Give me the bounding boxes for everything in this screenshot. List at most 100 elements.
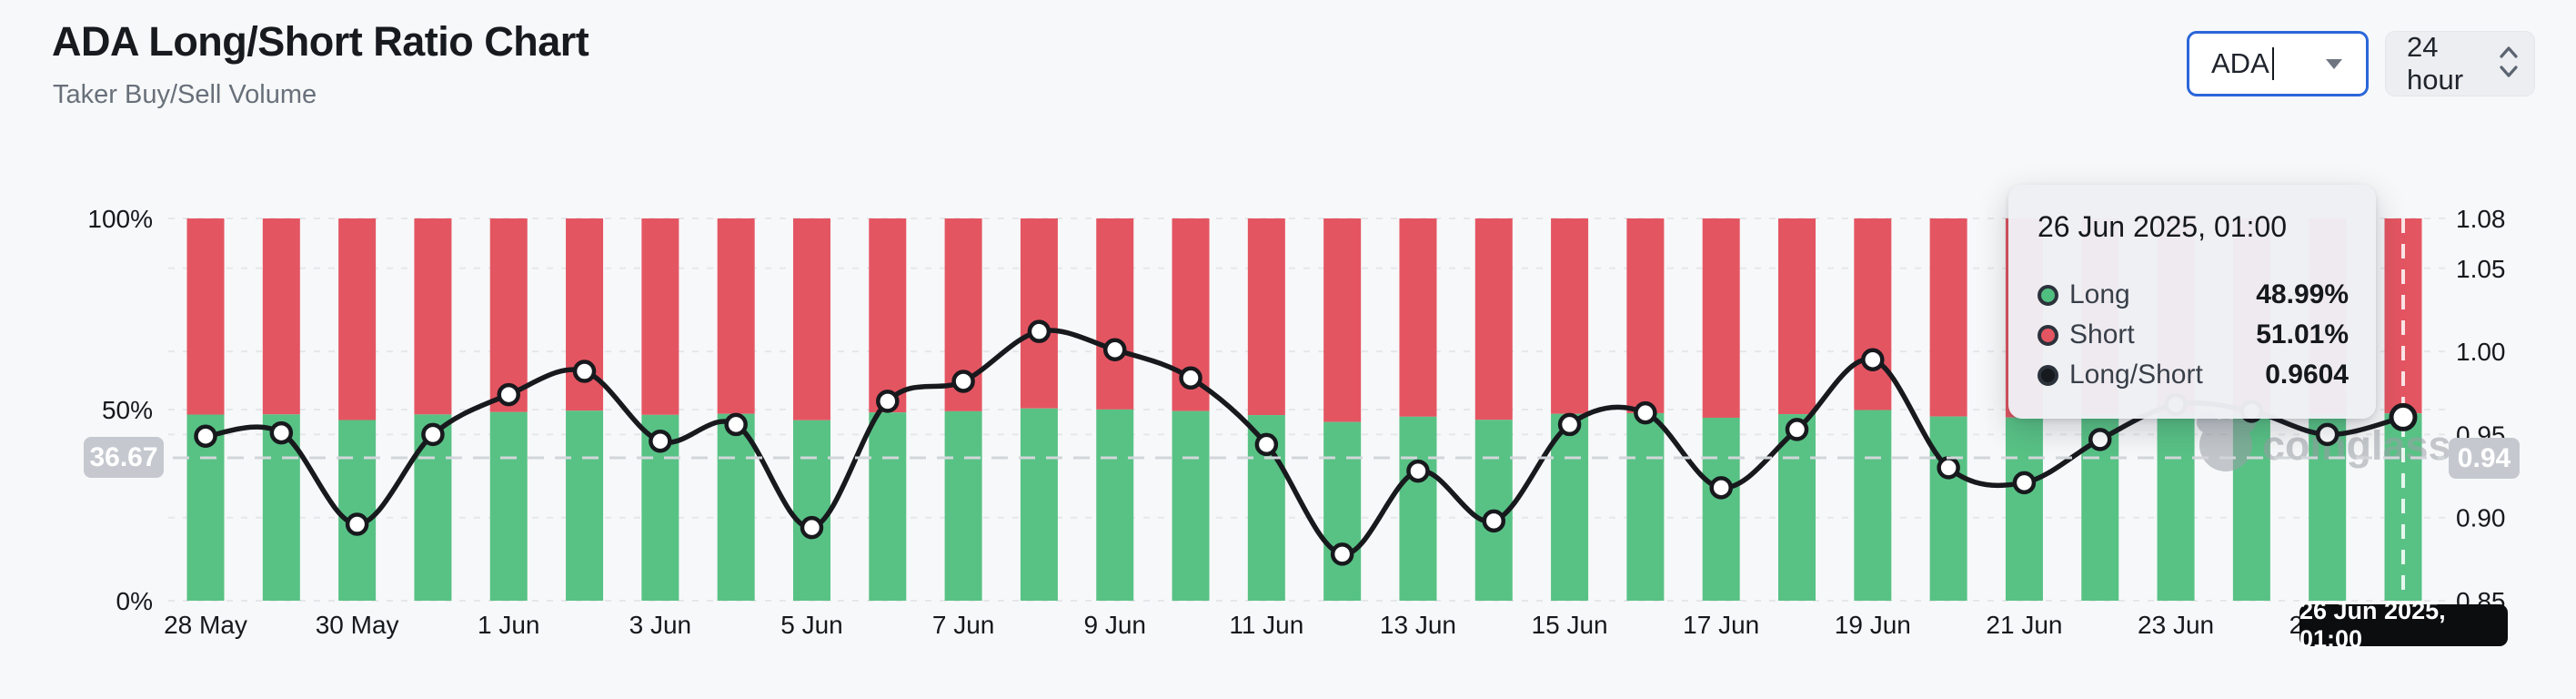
ratio-point[interactable] (951, 370, 975, 393)
ratio-point[interactable] (2012, 471, 2037, 495)
bar-short-segment[interactable] (1551, 218, 1589, 414)
x-axis-tick-label: 5 Jun (780, 611, 843, 639)
bar-long-segment[interactable] (1929, 416, 1967, 601)
bar-long-segment[interactable] (1096, 409, 1134, 601)
ratio-point[interactable] (269, 420, 294, 445)
symbol-select[interactable]: ADA (2187, 31, 2369, 96)
bar-long-segment[interactable] (944, 410, 982, 601)
ratio-point[interactable] (649, 429, 672, 453)
up-down-chevrons-icon (2498, 44, 2520, 85)
bar-short-segment[interactable] (1323, 218, 1362, 422)
crosshair-left-value-badge: 36.67 (84, 437, 164, 478)
ratio-point[interactable] (572, 360, 597, 383)
bar-short-segment[interactable] (1020, 218, 1058, 409)
right-axis-tick-label: 1.08 (2456, 205, 2506, 233)
right-axis-tick-label: 1.05 (2456, 255, 2506, 283)
bar-long-segment[interactable] (1626, 412, 1665, 601)
bar-short-segment[interactable] (414, 218, 452, 415)
bar-long-segment[interactable] (1323, 421, 1362, 601)
bar-short-segment[interactable] (1096, 218, 1134, 410)
long-legend-dot-icon (2038, 284, 2058, 306)
bar-short-segment[interactable] (1854, 218, 1892, 410)
text-cursor (2271, 47, 2274, 80)
bar-long-segment[interactable] (2005, 417, 2043, 601)
left-axis-tick-label: 100% (87, 205, 153, 233)
bar-short-segment[interactable] (717, 218, 755, 414)
tooltip-row: Short 51.01% (2038, 315, 2349, 355)
tooltip-row-value: 51.01% (2256, 319, 2349, 350)
ratio-point[interactable] (1709, 476, 1733, 500)
bar-long-segment[interactable] (338, 420, 377, 601)
ratio-point[interactable] (1330, 542, 1354, 566)
bar-short-segment[interactable] (641, 218, 679, 415)
bar-long-segment[interactable] (566, 410, 604, 601)
x-axis-tick-label: 7 Jun (932, 611, 995, 639)
x-axis-tick-label: 17 Jun (1683, 611, 1759, 639)
bar-long-segment[interactable] (1399, 416, 1437, 601)
ratio-point[interactable] (1861, 348, 1885, 371)
right-axis-tick-label: 0.90 (2456, 504, 2506, 532)
ratio-point[interactable] (497, 382, 520, 407)
bar-short-segment[interactable] (1626, 218, 1665, 413)
ratio-point[interactable] (1406, 459, 1430, 483)
bar-short-segment[interactable] (792, 218, 830, 420)
bar-long-segment[interactable] (1172, 410, 1210, 601)
bar-short-segment[interactable] (1778, 218, 1816, 415)
ratio-point[interactable] (1785, 418, 1809, 441)
ratio-point[interactable] (421, 422, 445, 447)
bar-short-segment[interactable] (262, 218, 300, 415)
bar-long-segment[interactable] (869, 412, 907, 601)
ratio-point[interactable] (876, 390, 900, 413)
bar-long-segment[interactable] (1551, 413, 1589, 601)
ratio-point[interactable] (1254, 432, 1279, 457)
bar-long-segment[interactable] (489, 411, 528, 601)
tooltip-row-value: 0.9604 (2265, 360, 2349, 390)
x-axis-tick-label: 19 Jun (1835, 611, 1911, 639)
x-axis-tick-label: 11 Jun (1229, 611, 1303, 639)
bar-long-segment[interactable] (1020, 408, 1058, 601)
bar-short-segment[interactable] (489, 218, 528, 412)
tooltip-date: 26 Jun 2025, 01:00 (2038, 210, 2288, 243)
bar-short-segment[interactable] (1399, 218, 1437, 417)
bar-short-segment[interactable] (1929, 218, 1967, 417)
ratio-point[interactable] (1179, 366, 1202, 390)
ratio-point[interactable] (800, 515, 824, 540)
ratio-point[interactable] (1634, 400, 1657, 425)
ratio-point[interactable] (345, 512, 369, 536)
x-axis-tick-label: 9 Jun (1083, 611, 1146, 639)
bar-short-segment[interactable] (1702, 218, 1740, 418)
ratio-point-active[interactable] (2389, 402, 2418, 431)
interval-select-value: 24 hour (2407, 31, 2464, 96)
ratio-point[interactable] (194, 424, 217, 448)
short-legend-dot-icon (2038, 324, 2058, 346)
tooltip-row: Long 48.99% (2038, 275, 2349, 315)
interval-select[interactable]: 24 hour (2385, 31, 2535, 96)
left-axis-tick-label: 0% (116, 587, 153, 615)
bar-short-segment[interactable] (338, 218, 377, 420)
chart-tooltip: 26 Jun 2025, 01:00 Long 48.99% Short 51.… (2008, 185, 2376, 419)
ratio-legend-dot-icon (2038, 364, 2058, 386)
bar-long-segment[interactable] (792, 420, 830, 601)
bar-short-segment[interactable] (186, 218, 225, 415)
ratio-point[interactable] (1557, 412, 1582, 437)
ratio-point[interactable] (2315, 422, 2340, 447)
tooltip-row-value: 48.99% (2256, 279, 2349, 309)
bar-short-segment[interactable] (1247, 218, 1285, 416)
coinglass-watermark: coinglass (2197, 411, 2451, 471)
bar-long-segment[interactable] (2157, 412, 2195, 601)
ratio-point[interactable] (1937, 456, 1960, 480)
chevron-down-icon (2326, 58, 2342, 69)
bar-long-segment[interactable] (1854, 410, 1892, 601)
ratio-point[interactable] (1482, 509, 1506, 533)
bar-long-segment[interactable] (717, 413, 755, 601)
ratio-point[interactable] (1102, 338, 1127, 362)
bar-long-segment[interactable] (1778, 414, 1816, 601)
ratio-point[interactable] (2088, 428, 2112, 451)
left-axis-tick-label: 50% (102, 396, 153, 424)
ratio-point[interactable] (1027, 319, 1052, 343)
ratio-point[interactable] (724, 412, 748, 437)
bar-short-segment[interactable] (1474, 218, 1513, 420)
bar-long-segment[interactable] (1702, 417, 1740, 601)
bar-short-segment[interactable] (869, 218, 907, 413)
